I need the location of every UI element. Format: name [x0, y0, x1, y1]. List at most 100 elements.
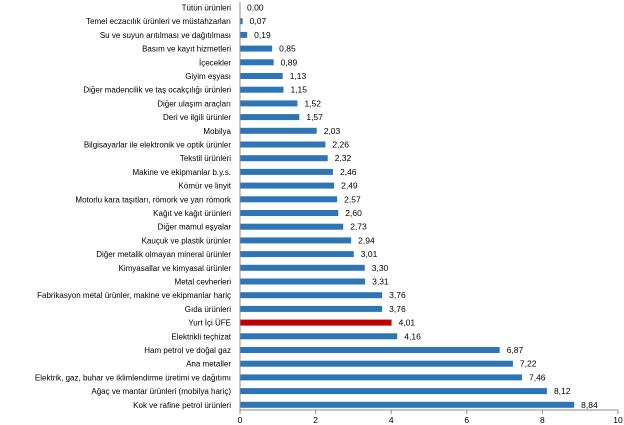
value-label: 3,76	[389, 290, 406, 300]
bars-layer	[240, 18, 575, 408]
bar	[240, 18, 243, 25]
x-tick-label: 10	[613, 415, 623, 425]
value-label: 2,73	[350, 222, 367, 232]
value-label: 3,30	[372, 263, 389, 273]
category-label: Tütün ürünleri	[182, 4, 232, 13]
value-label: 2,26	[332, 140, 349, 150]
bar	[240, 59, 274, 66]
x-axis: 0 2 4 6 8 10	[238, 2, 623, 425]
bar	[240, 374, 522, 381]
category-label: Deri ve ilgili ürünler	[163, 113, 231, 122]
value-label: 0,00	[247, 3, 264, 13]
bar	[240, 100, 298, 107]
value-label: 6,87	[507, 345, 524, 355]
category-label: Yurt İçi ÜFE	[188, 319, 231, 328]
category-label: Metal cevherleri	[175, 278, 232, 287]
bar	[240, 45, 273, 52]
category-label: Elektrik, gaz, buhar ve iklimlendirme ür…	[35, 373, 231, 382]
category-label: Elektrikli teçhizat	[171, 332, 231, 341]
bar	[240, 251, 354, 258]
value-label: 1,13	[290, 71, 307, 81]
value-label: 2,57	[344, 194, 361, 204]
value-label: 7,46	[529, 372, 546, 382]
value-label: 1,15	[290, 85, 307, 95]
bar	[240, 31, 248, 38]
value-label: 8,12	[554, 386, 571, 396]
bar	[240, 182, 335, 189]
category-label: Motorlu kara taşıtları, römork ve yarı r…	[75, 195, 232, 204]
category-label: Temel eczacılık ürünleri ve müstahzarlar…	[86, 17, 231, 26]
category-label: İçecekler	[199, 58, 231, 67]
bar	[240, 305, 383, 312]
bar	[240, 168, 333, 175]
x-tick-label: 2	[313, 415, 318, 425]
bar	[240, 210, 339, 216]
x-tick-label: 4	[389, 415, 394, 425]
category-label: Kömür ve linyit	[179, 182, 232, 191]
category-label: Kauçuk ve plastik ürünler	[142, 236, 232, 245]
value-labels-layer: 0,00 0,07 0,19 0,85 0,89 1,13 1,15 1,52 1,572,03…	[247, 3, 598, 410]
x-tick-label: 0	[238, 415, 243, 425]
bar	[240, 127, 317, 134]
value-label: 0,85	[279, 44, 296, 54]
category-label: Fabrikasyon metal ürünler, makine ve eki…	[37, 291, 231, 300]
category-label: Diğer madencilik ve taş ocakçılığı ürünl…	[83, 86, 231, 95]
value-label: 0,89	[281, 57, 298, 67]
value-label: 1,52	[304, 98, 321, 108]
value-label: 1,57	[306, 112, 323, 122]
value-label: 4,01	[399, 318, 416, 328]
bar	[240, 73, 283, 79]
category-label: Ana metaller	[186, 360, 231, 369]
value-label: 3,01	[361, 249, 378, 259]
category-labels-layer: Tütün ürünleri Temel eczacılık ürünleri v…	[35, 4, 232, 410]
bar	[240, 333, 398, 340]
bar	[240, 360, 513, 367]
category-label: Kimyasallar ve kimyasal ürünler	[119, 264, 232, 273]
category-label: Diğer mamul eşyalar	[158, 223, 232, 232]
bar	[240, 114, 300, 121]
value-label: 2,03	[324, 126, 341, 136]
bar	[240, 223, 344, 230]
value-label: 3,76	[389, 304, 406, 314]
category-label: Su ve suyun arıtılması ve dağıtılması	[100, 31, 231, 40]
bar	[240, 264, 365, 271]
category-label: Basım ve kayıt hizmetleri	[142, 45, 231, 54]
value-label: 2,32	[335, 153, 352, 163]
value-label: 4,16	[404, 331, 421, 341]
category-label: Kağıt ve kağıt ürünleri	[153, 209, 231, 218]
value-label: 0,19	[254, 30, 271, 40]
x-tick-label: 8	[540, 415, 545, 425]
value-label: 7,22	[520, 359, 537, 369]
category-label: Mobilya	[203, 127, 231, 136]
bar	[240, 155, 328, 162]
value-label: 2,94	[358, 235, 375, 245]
category-label: Diğer metalik olmayan mineral ürünler	[96, 250, 231, 259]
bar	[240, 347, 500, 353]
bar	[240, 401, 575, 408]
category-label: Kok ve rafine petrol ürünleri	[133, 401, 231, 410]
category-label: Giyim eşyası	[185, 72, 231, 81]
bar	[240, 237, 352, 244]
bar-highlight	[240, 319, 392, 326]
bar	[240, 278, 366, 285]
x-tick-label: 6	[464, 415, 469, 425]
category-label: Ağaç ve mantar ürünleri (mobilya hariç)	[91, 387, 231, 396]
category-label: Gıda ürünleri	[185, 305, 231, 314]
value-label: 8,84	[581, 400, 598, 410]
bar	[240, 86, 284, 93]
category-label: Tekstil ürünleri	[180, 154, 231, 163]
value-label: 0,07	[250, 16, 267, 26]
value-label: 3,31	[372, 277, 389, 287]
value-label: 2,49	[341, 181, 358, 191]
value-label: 2,46	[340, 167, 357, 177]
bar	[240, 196, 338, 203]
bar	[240, 292, 383, 299]
value-label: 2,60	[345, 208, 362, 218]
category-label: Diğer ulaşım araçları	[157, 99, 231, 108]
category-label: Ham petrol ve doğal gaz	[144, 346, 231, 355]
bar	[240, 141, 326, 148]
category-label: Makine ve ekipmanlar b.y.s.	[132, 168, 231, 177]
category-label: Bilgisayarlar ile elektronik ve optik ür…	[84, 141, 232, 150]
bar	[240, 388, 547, 395]
